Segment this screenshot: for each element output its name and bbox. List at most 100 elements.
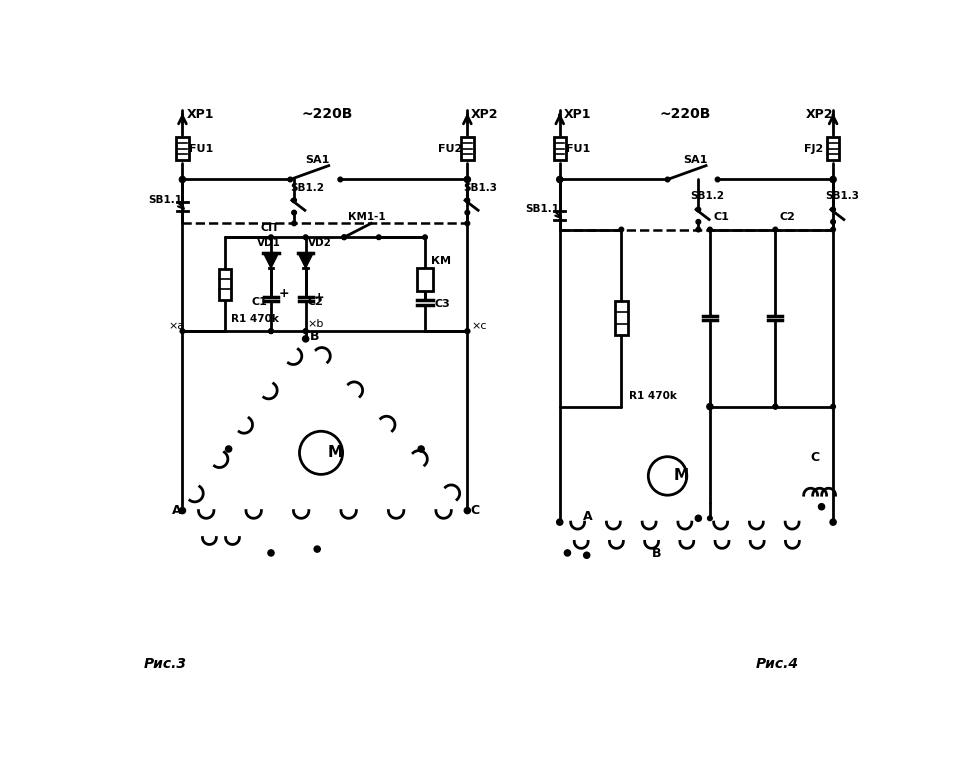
Circle shape (818, 503, 824, 510)
Text: SB1.3: SB1.3 (825, 190, 859, 200)
Circle shape (696, 207, 700, 212)
Circle shape (464, 211, 469, 215)
Circle shape (268, 550, 274, 556)
Circle shape (829, 176, 835, 183)
Text: FU1: FU1 (566, 144, 589, 154)
Circle shape (464, 329, 469, 333)
Text: XP1: XP1 (186, 108, 214, 121)
Text: M: M (327, 445, 342, 460)
Text: SB1.3: SB1.3 (463, 183, 497, 193)
Text: XP1: XP1 (563, 108, 590, 121)
Circle shape (556, 176, 562, 183)
Circle shape (464, 176, 470, 183)
Text: R1 470k: R1 470k (628, 391, 676, 401)
Circle shape (772, 404, 777, 409)
Circle shape (772, 227, 777, 232)
Circle shape (314, 546, 319, 552)
Circle shape (564, 550, 570, 556)
Text: A: A (172, 503, 181, 517)
Circle shape (417, 446, 424, 452)
Bar (553, 137, 566, 160)
Circle shape (464, 507, 470, 514)
Text: КМ1-1: КМ1-1 (348, 212, 385, 222)
Circle shape (287, 177, 292, 182)
Bar (461, 137, 473, 160)
Text: SB1.2: SB1.2 (290, 183, 324, 193)
Circle shape (706, 403, 712, 409)
Circle shape (179, 176, 186, 183)
Text: C: C (470, 503, 479, 517)
Text: C: C (809, 451, 819, 464)
Text: ~220В: ~220В (659, 107, 710, 121)
Text: VD2: VD2 (308, 239, 331, 249)
Circle shape (583, 552, 589, 559)
Text: C2: C2 (779, 212, 794, 222)
Circle shape (618, 227, 623, 232)
Text: FJ2: FJ2 (803, 144, 823, 154)
Text: FU2: FU2 (438, 144, 462, 154)
Circle shape (464, 329, 469, 333)
Bar (827, 137, 838, 160)
Circle shape (303, 329, 308, 333)
Text: ×a: ×a (168, 321, 185, 331)
Text: ~220В: ~220В (302, 107, 353, 121)
Circle shape (696, 227, 700, 232)
Circle shape (695, 515, 701, 521)
Text: +: + (278, 287, 289, 299)
Circle shape (342, 235, 346, 239)
Circle shape (269, 329, 273, 333)
Circle shape (464, 221, 469, 225)
Text: M: M (673, 469, 688, 483)
Text: C1: C1 (713, 212, 729, 222)
Text: FU1: FU1 (189, 144, 213, 154)
Circle shape (291, 198, 296, 203)
Circle shape (829, 404, 834, 409)
Text: SB1.1: SB1.1 (148, 194, 182, 204)
Text: ×c: ×c (471, 321, 487, 331)
Text: B: B (652, 547, 661, 559)
Circle shape (707, 516, 711, 521)
Text: XP2: XP2 (471, 108, 498, 121)
Circle shape (179, 507, 186, 514)
Text: SA1: SA1 (682, 155, 706, 165)
Circle shape (556, 519, 562, 525)
Text: КМ: КМ (431, 256, 450, 267)
Text: VD1: VD1 (257, 239, 280, 249)
Circle shape (707, 227, 711, 232)
Circle shape (226, 446, 232, 452)
Text: C1: C1 (251, 297, 268, 307)
Text: ×b: ×b (308, 319, 324, 329)
Circle shape (303, 235, 308, 239)
Text: SB1.2: SB1.2 (690, 190, 724, 200)
Text: A: A (582, 510, 592, 523)
Circle shape (464, 198, 469, 203)
Polygon shape (298, 253, 313, 268)
Bar (176, 137, 189, 160)
Text: SA1: SA1 (306, 155, 329, 165)
Bar (615, 301, 627, 335)
Text: C3: C3 (434, 298, 449, 308)
Text: Рис.3: Рис.3 (144, 657, 187, 671)
Text: R1 470k: R1 470k (231, 314, 278, 324)
Text: XP2: XP2 (805, 108, 832, 121)
Circle shape (338, 177, 342, 182)
Circle shape (829, 519, 835, 525)
Text: C2: C2 (308, 297, 323, 307)
Text: +: + (313, 291, 323, 304)
Bar (219, 269, 231, 300)
Text: Рис.4: Рис.4 (755, 657, 798, 671)
Circle shape (291, 221, 296, 225)
Circle shape (269, 329, 273, 333)
Circle shape (180, 329, 185, 333)
Circle shape (303, 329, 308, 333)
Circle shape (714, 177, 719, 182)
Bar (417, 268, 432, 291)
Text: СП: СП (261, 223, 278, 233)
Polygon shape (263, 253, 278, 268)
Circle shape (829, 227, 834, 232)
Circle shape (772, 404, 777, 409)
Circle shape (291, 211, 296, 215)
Circle shape (422, 235, 427, 239)
Text: B: B (309, 330, 319, 343)
Circle shape (664, 177, 669, 182)
